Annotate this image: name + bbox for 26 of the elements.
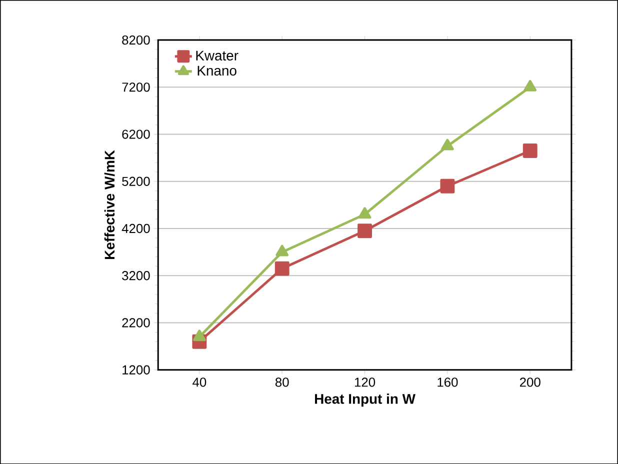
point [358,207,372,218]
x-tick-label: 120 [354,378,376,387]
y-tick-label: 3200 [122,270,150,280]
x-tick-label: 200 [520,378,540,387]
x-axis-title: Heat Input in W [315,393,416,406]
y-tick-label: 2200 [122,318,150,328]
point [522,143,538,158]
point [274,261,290,276]
point [524,80,537,92]
x-tick-label: 80 [275,378,289,387]
y-tick-label: 1200 [122,365,150,374]
point [276,244,289,256]
y-tick-label: 4200 [122,224,150,233]
y-axis-title: Keffective W/mK [104,150,115,259]
legend-label: Kwater [196,50,238,60]
x-tick-label: 40 [192,378,206,387]
y-tick-label: 7200 [122,82,150,92]
point [440,178,455,194]
legend-label: Knano [198,66,236,76]
point [358,224,372,238]
y-tick-label: 6200 [122,130,150,139]
point [193,330,206,341]
y-tick-label: 8200 [122,35,150,44]
x-tick-label: 160 [438,378,458,387]
point [441,138,454,150]
y-tick-label: 5200 [122,176,150,186]
